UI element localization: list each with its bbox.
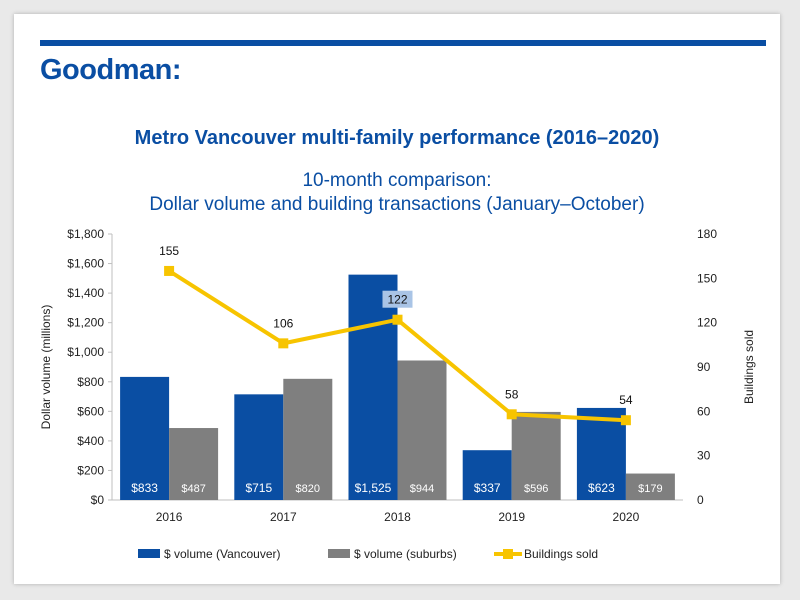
x-tick-label: 2017 [270,510,297,524]
buildings-marker [506,409,517,420]
y-tick-label: $1,800 [67,227,104,241]
bar-label-vancouver: $833 [131,481,158,495]
y2-tick-label: 180 [697,227,717,241]
brand-bar [40,40,766,46]
bar-vancouver [120,376,170,500]
buildings-marker [392,314,403,325]
chart-subtitle: 10-month comparison: Dollar volume and b… [14,169,780,217]
bar-suburbs [511,411,561,500]
y-tick-label: $1,600 [67,257,104,271]
y-tick-label: $800 [77,375,104,389]
buildings-label-bg [382,290,413,308]
x-tick-label: 2019 [498,510,525,524]
legend-label: Buildings sold [524,547,598,561]
y-tick-label: $400 [77,434,104,448]
bar-suburbs [625,473,675,500]
y2-tick-label: 150 [697,271,717,285]
y2-tick-label: 30 [697,449,711,463]
y-axis-title: Dollar volume (millions) [39,305,53,430]
subtitle-line-1: 10-month comparison: [302,170,492,191]
bar-suburbs [169,428,219,500]
y2-tick-label: 120 [697,316,717,330]
buildings-label: 155 [159,244,179,258]
bar-label-vancouver: $623 [588,481,615,495]
bar-vancouver [462,450,512,500]
bar-vancouver [576,407,626,500]
y2-axis-title: Buildings sold [742,330,756,404]
legend-swatch [138,549,160,558]
buildings-label: 122 [387,293,407,307]
bar-label-suburbs: $820 [296,483,320,495]
y-tick-label: $1,400 [67,286,104,300]
bar-label-vancouver: $715 [245,481,272,495]
y-tick-label: $200 [77,463,104,477]
buildings-label: 54 [619,393,633,407]
brand-logo: Goodman: [40,54,182,86]
buildings-label: 106 [273,316,293,330]
y2-tick-label: 0 [697,493,704,507]
x-tick-label: 2016 [156,510,183,524]
y-tick-label: $0 [91,493,105,507]
subtitle-line-2: Dollar volume and building transactions … [149,194,645,215]
x-tick-label: 2020 [613,510,640,524]
bar-label-vancouver: $337 [474,481,501,495]
buildings-marker [278,338,289,349]
bar-label-suburbs: $487 [181,483,205,495]
chart-title: Metro Vancouver multi-family performance… [134,127,660,149]
x-tick-label: 2018 [384,510,411,524]
buildings-marker [164,265,175,276]
bar-suburbs [283,378,333,500]
legend-marker [503,549,513,559]
legend-swatch [328,549,350,558]
legend-label: $ volume (Vancouver) [164,547,281,561]
bar-label-vancouver: $1,525 [355,481,392,495]
buildings-marker [620,415,631,426]
bar-label-suburbs: $596 [524,483,548,495]
y2-tick-label: 90 [697,360,711,374]
buildings-label: 58 [505,387,519,401]
bar-label-suburbs: $944 [410,483,434,495]
y2-tick-label: 60 [697,404,711,418]
bar-suburbs [397,360,447,500]
bar-vancouver [234,394,284,500]
y-tick-label: $1,000 [67,345,104,359]
legend-label: $ volume (suburbs) [354,547,457,561]
bar-vancouver [348,274,398,500]
bar-label-suburbs: $179 [638,483,662,495]
y-tick-label: $1,200 [67,316,104,330]
y-tick-label: $600 [77,404,104,418]
